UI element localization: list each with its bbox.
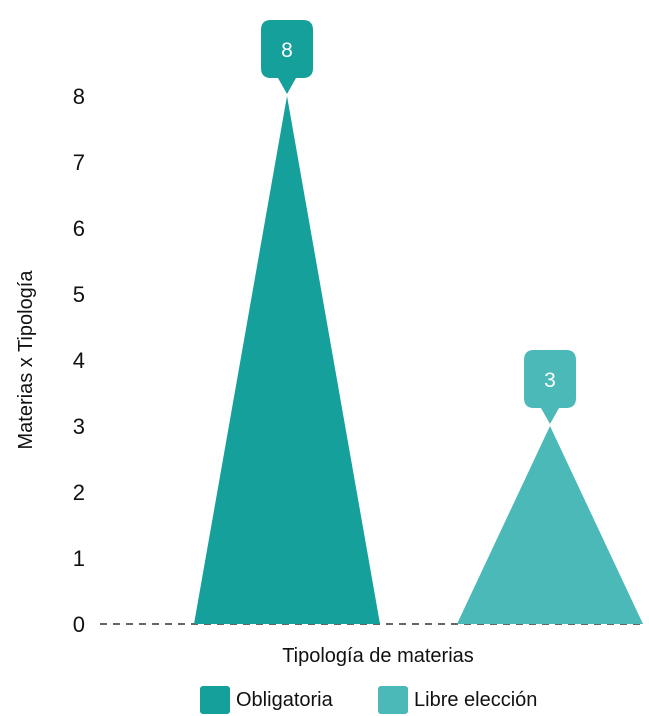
y-axis-title: Materias x Tipología [15, 270, 37, 450]
y-tick-label: 5 [73, 282, 85, 307]
y-tick-label: 8 [73, 84, 85, 109]
legend-label-obligatoria: Obligatoria [236, 688, 333, 711]
y-tick-label: 2 [73, 480, 85, 505]
value-label: 3 [544, 369, 556, 392]
legend-swatch-obligatoria [200, 686, 230, 714]
bar-libre-eleccion [457, 426, 643, 624]
value-callout [524, 350, 576, 424]
legend-swatch-libre-eleccion [378, 686, 408, 714]
legend-label-libre-eleccion: Libre elección [414, 688, 538, 711]
value-labels: 83 [261, 20, 576, 424]
value-callout [261, 20, 313, 94]
y-tick-label: 3 [73, 414, 85, 439]
y-tick-label: 7 [73, 150, 85, 175]
y-tick-label: 6 [73, 216, 85, 241]
legend-item-obligatoria: Obligatoria [200, 686, 333, 714]
bars [194, 96, 643, 624]
y-tick-label: 0 [73, 612, 85, 637]
legend: Obligatoria Libre elección [0, 686, 649, 716]
value-label: 8 [281, 39, 293, 62]
bar-obligatoria [194, 96, 380, 624]
y-axis-ticks: 0 1 2 3 4 5 6 7 8 [73, 84, 85, 637]
y-tick-label: 1 [73, 546, 85, 571]
x-axis-title: Tipología de materias [282, 645, 474, 667]
legend-item-libre-eleccion: Libre elección [378, 686, 537, 714]
y-tick-label: 4 [73, 348, 85, 373]
